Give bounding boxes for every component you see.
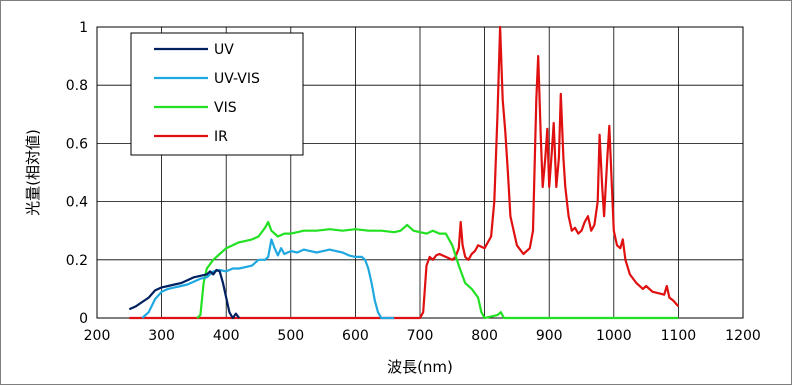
series-line-uv-vis xyxy=(141,238,395,320)
y-tick-label: 0.6 xyxy=(66,136,88,152)
y-tick-label: 0.8 xyxy=(66,78,88,94)
legend-label: UV xyxy=(214,42,234,58)
legend-label: UV-VIS xyxy=(214,71,260,87)
y-tick-label: 0.4 xyxy=(66,195,88,211)
series-line-uv xyxy=(128,268,240,320)
legend-label: IR xyxy=(214,129,228,145)
y-tick-labels: 0 0.2 0.4 0.6 0.8 1 xyxy=(66,20,88,327)
y-tick-label: 1 xyxy=(79,20,88,36)
x-tick-label: 900 xyxy=(536,328,563,344)
x-tick-labels: 200 300 400 500 600 700 800 900 1000 1100 1200 xyxy=(84,328,761,344)
series-layer xyxy=(128,25,680,320)
legend-box xyxy=(130,32,304,156)
x-tick-label: 200 xyxy=(84,328,111,344)
x-tick-label: 1100 xyxy=(661,328,697,344)
x-tick-label: 1200 xyxy=(725,328,761,344)
y-axis-label: 光量(相対値) xyxy=(24,129,42,216)
x-axis-label: 波長(nm) xyxy=(387,358,453,376)
x-tick-label: 300 xyxy=(148,328,175,344)
x-tick-label: 500 xyxy=(277,328,304,344)
x-tick-label: 1000 xyxy=(596,328,632,344)
legend: UV UV-VIS VIS IR xyxy=(130,32,304,156)
x-tick-label: 700 xyxy=(407,328,434,344)
legend-label: VIS xyxy=(214,100,237,116)
x-tick-label: 600 xyxy=(342,328,369,344)
y-tick-label: 0.2 xyxy=(66,253,88,269)
x-tick-label: 800 xyxy=(471,328,498,344)
series-line-ir xyxy=(129,25,680,320)
series-line-vis xyxy=(196,220,679,320)
x-tick-label: 400 xyxy=(213,328,240,344)
y-tick-label: 0 xyxy=(79,311,88,327)
